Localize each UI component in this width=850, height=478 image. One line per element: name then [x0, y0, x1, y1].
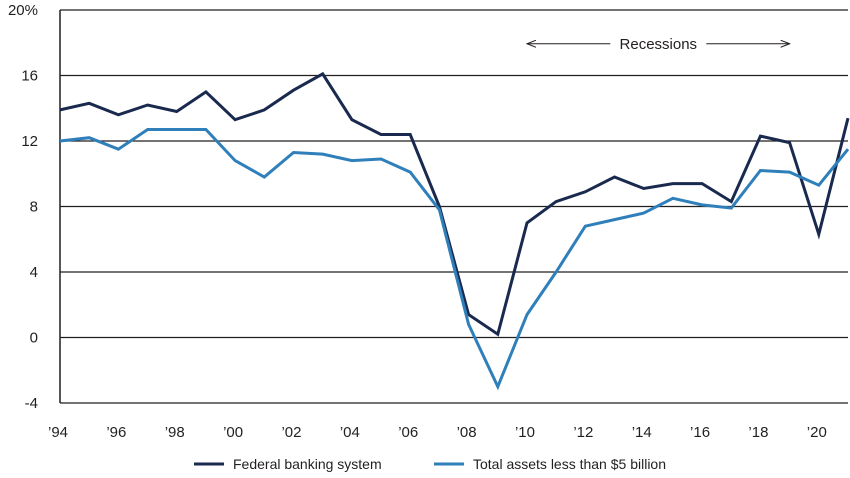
y-tick-label: -4: [25, 395, 38, 412]
x-tick-label: ’16: [690, 424, 710, 441]
y-tick-label: 4: [30, 264, 38, 281]
legend-item-total-assets-less-than-5-billion: Total assets less than $5 billion: [434, 456, 666, 472]
x-tick-label: ’08: [457, 424, 477, 441]
x-tick-label: ’96: [106, 424, 126, 441]
recessions-label: Recessions: [620, 36, 698, 53]
x-tick-label: ’20: [807, 424, 827, 441]
x-tick-label: ’06: [398, 424, 418, 441]
legend-label-federal-banking-system: Federal banking system: [233, 456, 382, 472]
series-lines: [59, 71, 850, 391]
y-tick-label: 0: [30, 330, 38, 347]
recessions-annotation: Recessions: [527, 36, 790, 53]
x-tick-label: ’12: [573, 424, 593, 441]
x-tick-label: ’00: [223, 424, 243, 441]
y-tick-label: 8: [30, 199, 38, 216]
y-axis-tick-labels: -4 0 4 8 12 16 20%: [8, 2, 38, 412]
y-tick-label: 12: [21, 133, 38, 150]
legend-label-total-assets-less-than-5-billion: Total assets less than $5 billion: [473, 456, 666, 472]
x-tick-label: ’14: [632, 424, 652, 441]
legend: Federal banking system Total assets less…: [194, 456, 666, 472]
x-tick-label: ’98: [165, 424, 185, 441]
x-axis-tick-labels: ’94 ’96 ’98 ’00 ’02 ’04 ’06 ’08 ’10 ’12 ’14 ’16 ’18 ’…: [48, 424, 827, 441]
series-line-total-assets-less-than-5-billion: [59, 128, 850, 391]
x-tick-label: ’10: [515, 424, 535, 441]
x-tick-label: ’18: [748, 424, 768, 441]
series-line-federal-banking-system: [59, 71, 850, 337]
y-tick-label: 16: [21, 68, 38, 85]
x-tick-label: ’02: [281, 424, 301, 441]
x-tick-label: ’04: [340, 424, 360, 441]
legend-item-federal-banking-system: Federal banking system: [194, 456, 382, 472]
x-tick-label: ’94: [48, 424, 68, 441]
y-tick-label: 20%: [8, 2, 38, 19]
